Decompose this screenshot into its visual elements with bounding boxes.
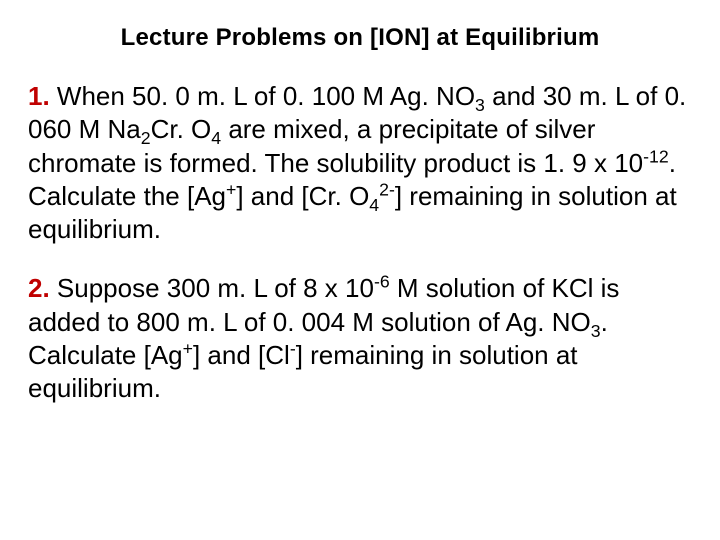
p2-t3: ] and [Cl bbox=[193, 340, 290, 370]
p1-t5: ] and [Cr. O bbox=[236, 181, 369, 211]
p1-sup2: + bbox=[226, 179, 236, 199]
p1-sub4: 4 bbox=[369, 195, 379, 215]
problem-1-number: 1. bbox=[28, 81, 50, 111]
problem-2-number: 2. bbox=[28, 273, 50, 303]
p1-sup3: 2- bbox=[379, 179, 395, 199]
p2-sup1: -6 bbox=[374, 272, 390, 292]
p1-t2: Cr. O bbox=[151, 114, 212, 144]
p1-sub1: 3 bbox=[475, 95, 485, 115]
p1-sup1: -12 bbox=[643, 146, 669, 166]
p2-sub1: 3 bbox=[591, 321, 601, 341]
page-title: Lecture Problems on [ION] at Equilibrium bbox=[28, 24, 692, 52]
problem-1: 1. When 50. 0 m. L of 0. 100 M Ag. NO3 a… bbox=[28, 80, 692, 246]
page-root: Lecture Problems on [ION] at Equilibrium… bbox=[0, 0, 720, 405]
problem-2: 2. Suppose 300 m. L of 8 x 10-6 M soluti… bbox=[28, 272, 692, 405]
p2-sup2: + bbox=[183, 338, 193, 358]
p1-sub2: 2 bbox=[141, 128, 151, 148]
p2-t0: Suppose 300 m. L of 8 x 10 bbox=[50, 273, 374, 303]
p1-sub3: 4 bbox=[211, 128, 221, 148]
p1-t0: When 50. 0 m. L of 0. 100 M Ag. NO bbox=[50, 81, 475, 111]
